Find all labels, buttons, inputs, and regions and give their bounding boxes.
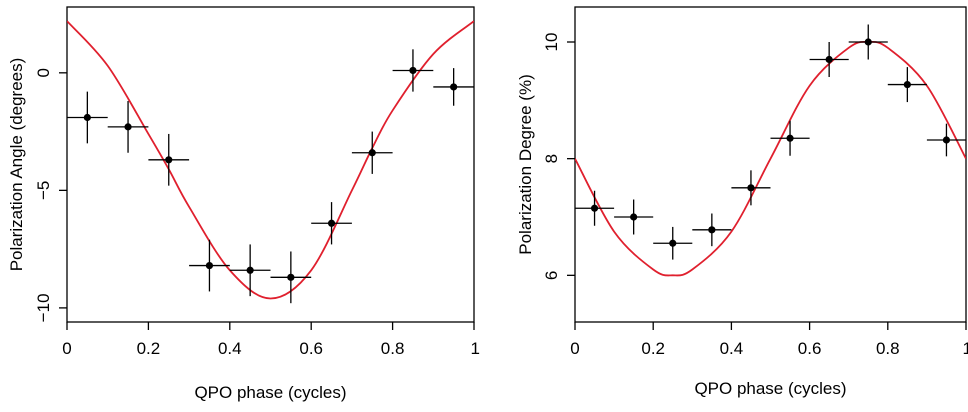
y-tick-label-degree: 6 bbox=[542, 271, 561, 280]
y-axis-title-degree: Polarization Degree (%) bbox=[516, 74, 535, 254]
data-point-degree bbox=[630, 213, 638, 221]
x-tick-label-degree: 0.2 bbox=[641, 339, 665, 358]
polarization-degree-panel: 0 0.2 0.4 0.6 0.8 1 6 8 10 QPO phase (cycles) Pola… bbox=[516, 6, 968, 398]
data-point-degree bbox=[747, 184, 755, 192]
x-tick-label-angle: 0.4 bbox=[218, 339, 242, 358]
data-point-degree bbox=[903, 80, 911, 89]
y-tick-label-degree: 8 bbox=[542, 154, 561, 163]
x-tick-label-degree: 1 bbox=[963, 339, 968, 358]
y-tick-label-angle: 0 bbox=[34, 68, 53, 77]
x-tick-label-degree: 0.6 bbox=[798, 339, 822, 358]
data-point-angle bbox=[124, 123, 132, 131]
x-axis-title-angle: QPO phase (cycles) bbox=[194, 383, 346, 402]
y-tick-label-angle: −10 bbox=[34, 293, 53, 322]
data-point-angle bbox=[205, 261, 214, 270]
data-point-degree bbox=[942, 136, 951, 144]
x-tick-label-angle: 0.6 bbox=[299, 339, 323, 358]
data-point-degree bbox=[786, 134, 794, 142]
x-tick-label-angle: 0 bbox=[62, 339, 71, 358]
y-tick-label-degree: 10 bbox=[542, 33, 561, 52]
data-point-degree bbox=[669, 239, 677, 247]
plot-frame-angle bbox=[66, 6, 475, 323]
x-tick-label-degree: 0.8 bbox=[876, 339, 900, 358]
data-point-degree bbox=[825, 55, 833, 64]
data-point-angle bbox=[368, 149, 376, 157]
data-point-degree bbox=[708, 226, 716, 234]
x-axis-title-degree: QPO phase (cycles) bbox=[694, 379, 846, 398]
x-tick-label-angle: 0.8 bbox=[381, 339, 405, 358]
data-point-angle bbox=[409, 66, 417, 75]
plot-area-degree bbox=[575, 24, 966, 277]
data-point-degree bbox=[590, 204, 599, 212]
data-point-angle bbox=[327, 219, 336, 227]
data-point-angle bbox=[83, 113, 91, 122]
model-curve-degree bbox=[575, 40, 966, 277]
data-point-angle bbox=[450, 83, 458, 91]
x-tick-label-angle: 1 bbox=[471, 339, 480, 358]
data-point-degree bbox=[864, 38, 872, 46]
polarization-angle-panel: 0 0.2 0.4 0.6 0.8 1 −10 −5 0 QPO phase (cycles) Po… bbox=[7, 6, 480, 402]
data-point-angle bbox=[246, 266, 254, 274]
x-tick-label-degree: 0 bbox=[570, 339, 579, 358]
data-point-angle bbox=[165, 156, 173, 164]
y-tick-label-angle: −5 bbox=[34, 181, 53, 200]
plot-area-angle bbox=[67, 20, 474, 304]
x-tick-label-angle: 0.2 bbox=[137, 339, 161, 358]
plot-frame-degree bbox=[574, 6, 967, 323]
x-tick-label-degree: 0.4 bbox=[720, 339, 744, 358]
data-point-angle bbox=[287, 273, 295, 281]
model-curve-angle bbox=[67, 20, 474, 300]
y-axis-title-angle: Polarization Angle (degrees) bbox=[7, 58, 26, 272]
